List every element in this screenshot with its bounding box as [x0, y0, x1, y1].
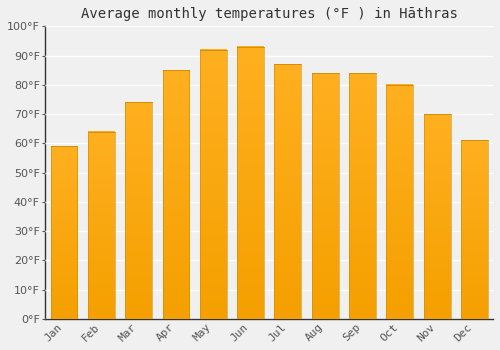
Title: Average monthly temperatures (°F ) in Hāthras: Average monthly temperatures (°F ) in Hā… — [81, 7, 458, 21]
